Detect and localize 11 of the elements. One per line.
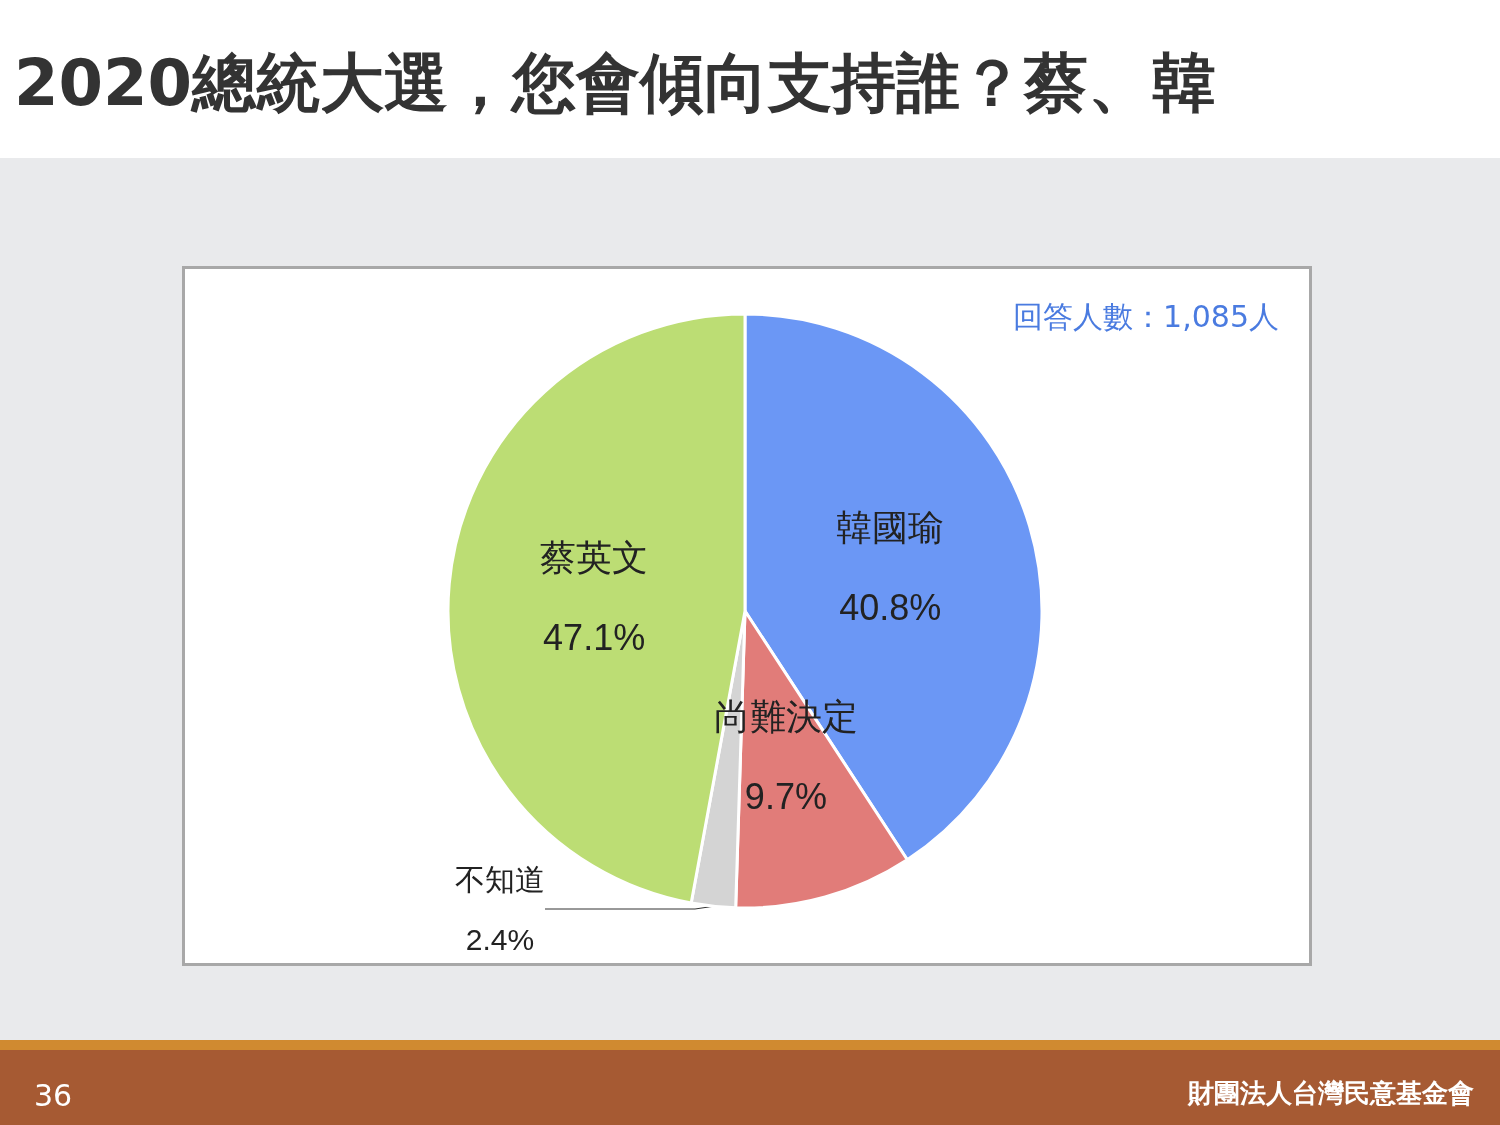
data-label: 47.1% xyxy=(543,616,646,658)
data-label: 40.8% xyxy=(839,587,942,629)
text: 回答人數：1,085人 xyxy=(1013,298,1279,336)
text: 財團法人台灣民意基金會 xyxy=(1188,1077,1474,1110)
data-label: 2.4% xyxy=(465,922,535,956)
slice-label: 不知道 xyxy=(455,862,545,896)
text: 36 xyxy=(34,1078,73,1113)
data-label: 9.7% xyxy=(744,776,827,818)
slice-label: 蔡英文 xyxy=(540,536,649,578)
chart-title: 2020總統大選，您會傾向支持誰？蔡、韓 xyxy=(14,45,1217,122)
slice-label: 韓國瑜 xyxy=(836,507,945,549)
